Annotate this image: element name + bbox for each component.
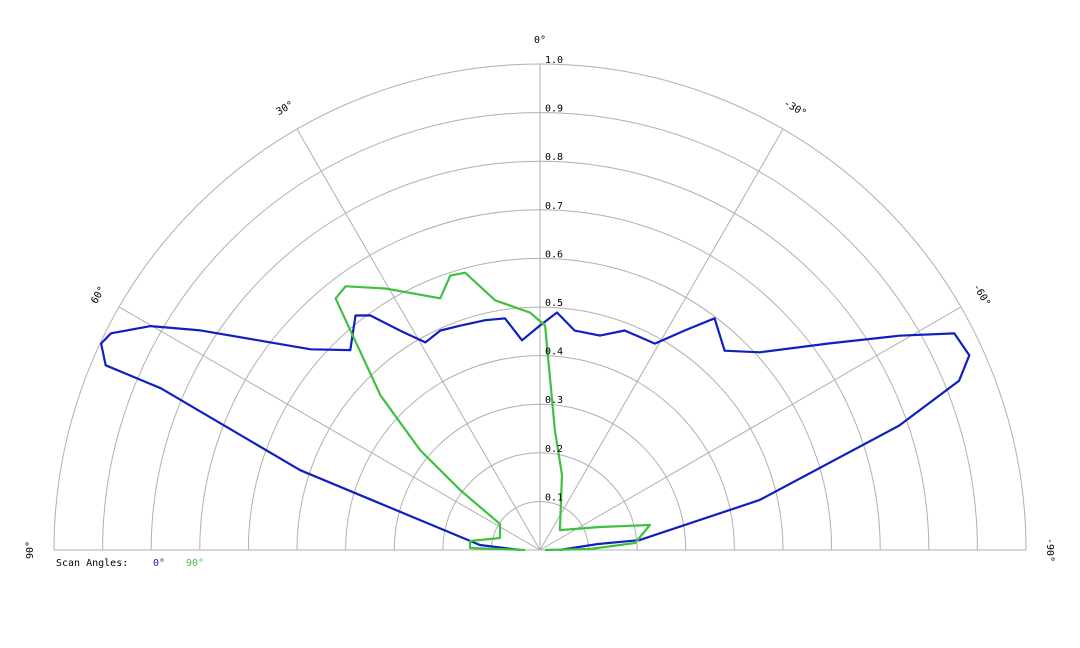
series-line bbox=[334, 271, 652, 552]
theta-tick-label: 0° bbox=[534, 35, 546, 46]
series-line bbox=[100, 311, 971, 552]
grid bbox=[53, 63, 1027, 551]
r-tick-label: 0.1 bbox=[545, 492, 563, 503]
r-tick-label: 1.0 bbox=[545, 55, 563, 66]
spoke bbox=[539, 306, 962, 551]
r-tick-label: 0.3 bbox=[545, 395, 563, 406]
r-tick-label: 0.7 bbox=[545, 201, 563, 212]
plot-area bbox=[100, 271, 971, 552]
theta-tick-label: -60° bbox=[970, 282, 992, 308]
r-tick-label: 0.6 bbox=[545, 249, 563, 260]
theta-tick-label: 30° bbox=[275, 99, 296, 118]
r-tick-label: 0.8 bbox=[545, 152, 563, 163]
legend-entry: 0° bbox=[153, 558, 165, 569]
r-tick-label: 0.4 bbox=[545, 347, 563, 358]
r-tick-label: 0.9 bbox=[545, 104, 563, 115]
legend: Scan Angles: 0° 90° bbox=[56, 558, 204, 569]
r-tick-label: 0.2 bbox=[545, 444, 563, 455]
legend-title: Scan Angles: bbox=[56, 558, 128, 569]
theta-tick-label: -30° bbox=[782, 98, 808, 120]
theta-tick-label: -90° bbox=[1044, 538, 1055, 562]
r-tick-label: 0.5 bbox=[545, 298, 563, 309]
legend-entry: 90° bbox=[186, 558, 204, 569]
theta-tick-label: 90° bbox=[25, 541, 36, 559]
spoke bbox=[118, 306, 541, 551]
theta-tick-label: 60° bbox=[89, 285, 108, 306]
